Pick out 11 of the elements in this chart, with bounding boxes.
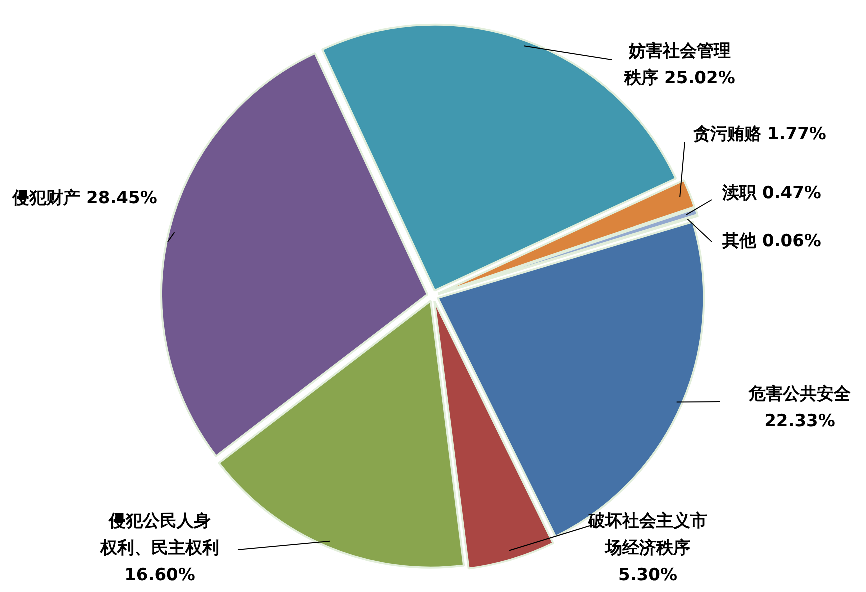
slice-label: 其他 0.06%	[722, 231, 822, 252]
slice-label: 贪污贿赂 1.77%	[692, 124, 826, 144]
slice-label: 侵犯公民人身权利、民主权利	[100, 511, 220, 558]
slice-label: 危害公共安全	[748, 384, 852, 404]
slice-label: 渎职 0.47%	[722, 183, 822, 204]
data-label: 22.33%	[764, 411, 836, 432]
slice-label: 妨害社会管理秩序 25.02%	[624, 41, 736, 88]
data-label: 5.30%	[618, 565, 678, 586]
slice-label: 破坏社会主义市场经济秩序	[588, 511, 708, 558]
slice-label: 侵犯财产 28.45%	[12, 188, 158, 208]
data-label: 16.60%	[124, 565, 196, 586]
